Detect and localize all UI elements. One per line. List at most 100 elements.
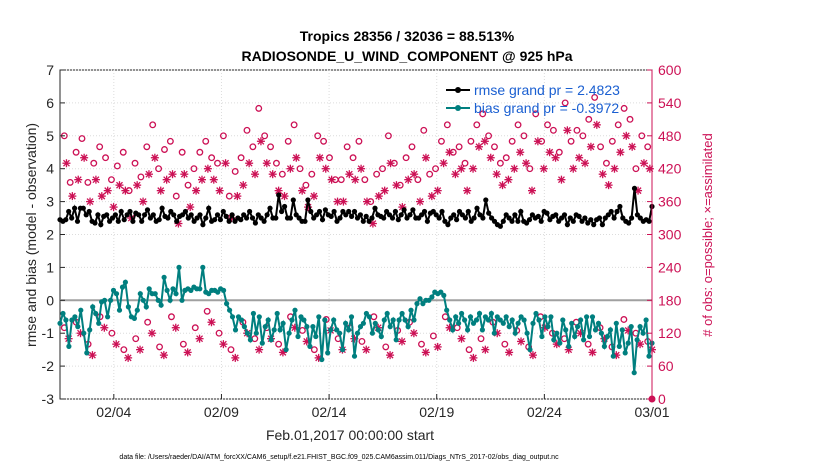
obs-possible-marker bbox=[420, 126, 428, 134]
obs-possible-marker bbox=[215, 329, 223, 337]
star-stroke bbox=[198, 176, 206, 184]
bias-point bbox=[539, 333, 545, 340]
obs-assimilated-marker bbox=[292, 153, 301, 162]
star-stroke bbox=[589, 348, 596, 356]
bias-point bbox=[146, 286, 152, 292]
series-lines bbox=[57, 185, 655, 376]
bias-point bbox=[420, 301, 426, 307]
obs-assimilated-marker bbox=[386, 351, 395, 360]
obs-assimilated-marker bbox=[255, 345, 264, 354]
obs-possible-marker bbox=[84, 178, 92, 186]
star-stroke bbox=[255, 346, 263, 354]
star-stroke bbox=[80, 154, 88, 162]
rmse-point bbox=[398, 212, 404, 218]
rmse-point bbox=[591, 222, 597, 228]
rmse-point bbox=[407, 212, 413, 218]
obs-assimilated-marker bbox=[486, 153, 495, 162]
obs-assimilated-marker bbox=[581, 159, 590, 168]
bias-point bbox=[598, 330, 605, 336]
obs-assimilated-marker bbox=[180, 170, 189, 179]
bias-point bbox=[399, 310, 405, 317]
bias-point bbox=[179, 297, 185, 303]
rmse-point bbox=[144, 207, 151, 213]
bias-point bbox=[372, 320, 378, 326]
obs-possible-marker bbox=[526, 165, 534, 173]
bias-point bbox=[170, 286, 176, 292]
obs-assimilated-marker bbox=[421, 153, 430, 162]
rmse-point bbox=[567, 215, 573, 221]
obs-possible-marker bbox=[429, 332, 437, 340]
bias-point bbox=[408, 307, 414, 313]
obs-assimilated-marker bbox=[103, 186, 112, 195]
obs-possible-marker bbox=[418, 340, 425, 348]
rmse-point bbox=[389, 215, 396, 221]
obs-possible-marker bbox=[479, 110, 487, 118]
star-stroke bbox=[516, 148, 524, 156]
obs-assimilated-marker bbox=[162, 175, 171, 184]
obs-possible-marker bbox=[585, 115, 593, 123]
obs-possible-marker bbox=[267, 143, 275, 151]
obs-assimilated-marker bbox=[115, 181, 124, 190]
obs-assimilated-marker bbox=[416, 197, 425, 206]
bias-point bbox=[110, 287, 117, 293]
rmse-point bbox=[346, 208, 352, 215]
obs-assimilated-marker bbox=[588, 348, 597, 357]
obs-assimilated-marker bbox=[433, 186, 442, 195]
bias-point bbox=[459, 310, 465, 317]
bias-point bbox=[90, 304, 96, 310]
bias-point bbox=[280, 320, 286, 326]
obs-possible-marker bbox=[261, 132, 269, 140]
x-tick-label: 03/01 bbox=[634, 404, 669, 420]
rmse-point bbox=[220, 208, 226, 215]
bias-point bbox=[137, 291, 143, 297]
rmse-point bbox=[308, 208, 314, 215]
y-axis-label: rmse and bias (model - observation) bbox=[23, 123, 39, 347]
obs-assimilated-marker bbox=[91, 175, 100, 184]
bias-point bbox=[63, 317, 69, 323]
star-stroke bbox=[292, 154, 300, 162]
obs-assimilated-marker bbox=[598, 170, 607, 179]
bias-point bbox=[60, 310, 66, 317]
rmse-point bbox=[526, 217, 533, 223]
star-stroke bbox=[148, 329, 156, 337]
legend: rmse grand pr = 2.4823 bias grand pr = -… bbox=[446, 82, 620, 116]
star-stroke bbox=[68, 192, 76, 200]
obs-assimilated-marker bbox=[251, 170, 260, 179]
bias-point bbox=[447, 317, 453, 323]
bias-point bbox=[143, 304, 149, 310]
bias-point bbox=[87, 327, 93, 333]
obs-possible-marker bbox=[343, 143, 351, 151]
star-stroke bbox=[231, 354, 239, 362]
rmse-point bbox=[238, 217, 244, 223]
obs-assimilated-marker bbox=[136, 345, 145, 354]
rmse-point bbox=[611, 215, 617, 221]
bias-point bbox=[381, 317, 387, 323]
obs-assimilated-marker bbox=[528, 351, 537, 360]
obs-possible-marker bbox=[132, 335, 140, 343]
rmse-point bbox=[72, 205, 78, 211]
star-stroke bbox=[133, 181, 141, 189]
bias-point bbox=[411, 317, 417, 323]
obs-assimilated-marker bbox=[392, 181, 401, 190]
bias-point bbox=[319, 356, 325, 363]
y-right-tick-label: 240 bbox=[658, 259, 682, 275]
rmse-point bbox=[553, 212, 559, 218]
bias-point bbox=[405, 324, 411, 330]
obs-possible-marker bbox=[166, 137, 174, 145]
chart-subtitle: RADIOSONDE_U_WIND_COMPONENT @ 925 hPa bbox=[241, 48, 572, 64]
obs-possible-marker bbox=[402, 154, 410, 162]
bias-point bbox=[643, 317, 649, 323]
bias-point bbox=[637, 324, 643, 330]
bias-point bbox=[479, 327, 485, 333]
obs-assimilated-marker bbox=[481, 345, 490, 354]
obs-possible-marker bbox=[243, 126, 251, 134]
obs-possible-marker bbox=[219, 132, 227, 140]
rmse-point bbox=[410, 207, 416, 213]
obs-assimilated-marker bbox=[233, 192, 242, 201]
x-axis-ticks: 02/04 02/09 02/14 02/19 02/24 03/01 bbox=[96, 394, 670, 420]
bias-point bbox=[113, 291, 120, 297]
y-right-tick-label: 0 bbox=[658, 391, 666, 407]
star-stroke bbox=[398, 203, 406, 211]
bias-point bbox=[610, 353, 616, 359]
bias-point bbox=[369, 330, 375, 336]
